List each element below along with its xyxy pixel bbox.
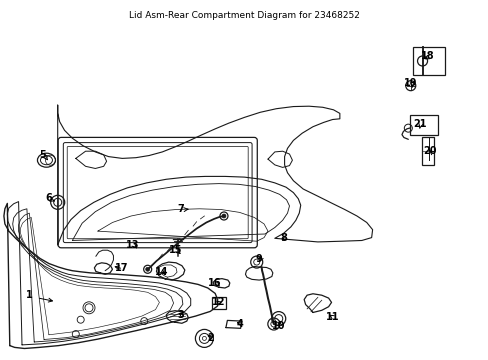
- Text: 17: 17: [114, 263, 128, 273]
- Circle shape: [145, 267, 149, 271]
- Text: 4: 4: [236, 319, 243, 329]
- Text: 10: 10: [271, 321, 285, 331]
- Text: 19: 19: [403, 78, 417, 88]
- Text: 7: 7: [177, 204, 184, 214]
- Text: 3: 3: [177, 310, 184, 320]
- Text: 1: 1: [26, 290, 33, 300]
- Text: 14: 14: [154, 267, 168, 277]
- Text: 8: 8: [280, 233, 286, 243]
- Text: 12: 12: [212, 297, 225, 307]
- Text: 16: 16: [208, 278, 222, 288]
- Text: 5: 5: [40, 150, 46, 160]
- Text: 2: 2: [206, 333, 213, 343]
- Text: 20: 20: [423, 146, 436, 156]
- Circle shape: [222, 214, 225, 218]
- Text: 15: 15: [169, 245, 183, 255]
- Text: Lid Asm-Rear Compartment Diagram for 23468252: Lid Asm-Rear Compartment Diagram for 234…: [129, 11, 359, 20]
- Text: 6: 6: [45, 193, 52, 203]
- Text: 11: 11: [325, 312, 339, 322]
- Text: 9: 9: [255, 254, 262, 264]
- Text: 18: 18: [420, 51, 434, 61]
- Text: 13: 13: [126, 240, 140, 250]
- Text: 21: 21: [412, 119, 426, 129]
